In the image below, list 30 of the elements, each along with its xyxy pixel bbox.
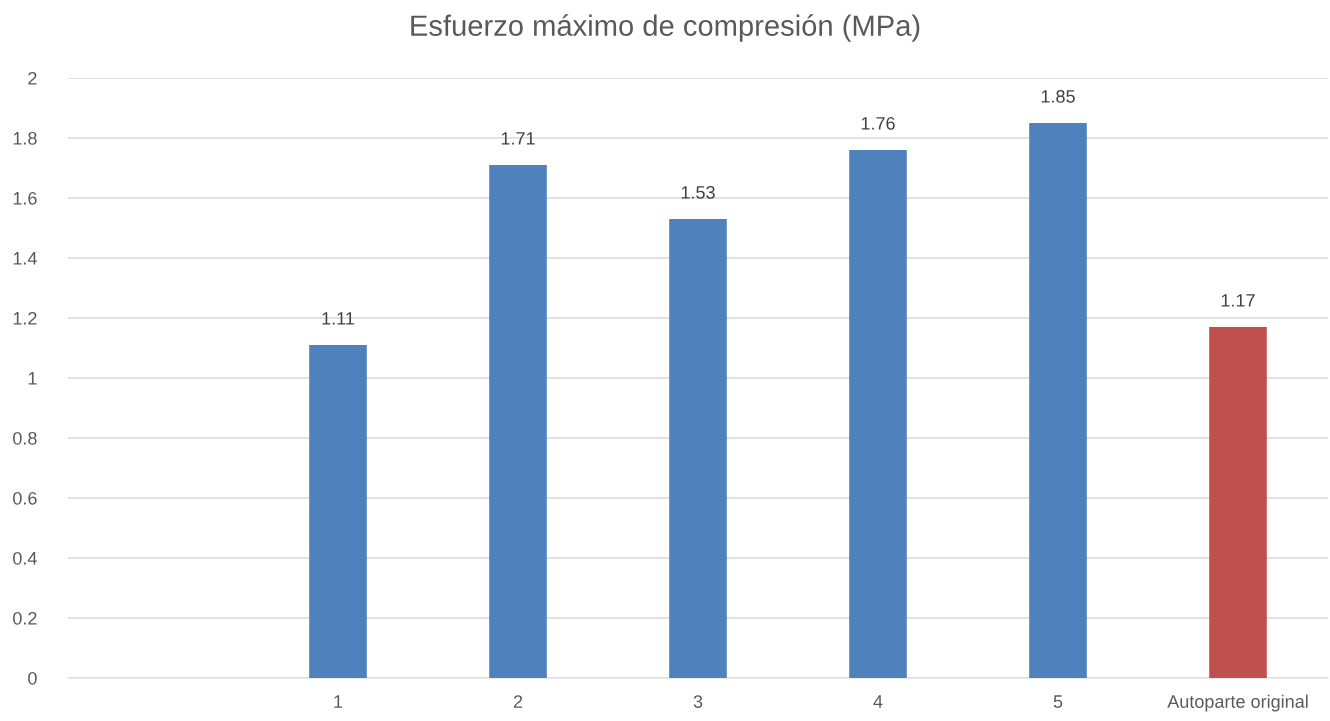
- bar: [1029, 123, 1087, 678]
- bar: [489, 165, 547, 678]
- x-tick-label: 4: [873, 695, 883, 708]
- x-tick-label: 5: [1053, 695, 1063, 708]
- y-tick-label: 1.8: [13, 131, 37, 145]
- x-tick-label: Autoparte original: [1167, 694, 1308, 712]
- bar: [1209, 327, 1267, 678]
- bar: [849, 150, 907, 678]
- chart-title: Esfuerzo máximo de compresión (MPa): [411, 14, 920, 42]
- y-tick-label: 1: [28, 372, 37, 385]
- data-label: 1.76: [861, 116, 895, 130]
- data-label: 1.71: [501, 132, 535, 145]
- y-tick-label: 0.8: [13, 431, 37, 445]
- y-tick-label: 0: [28, 671, 37, 685]
- y-tick-label: 1.4: [13, 252, 37, 265]
- bar: [669, 219, 727, 678]
- y-tick-label: 1.2: [13, 311, 37, 325]
- x-tick-label: 2: [513, 695, 523, 708]
- y-tick-label: 0.4: [13, 551, 37, 565]
- x-tick-label: 3: [693, 695, 703, 708]
- y-tick-label: 1.6: [13, 191, 37, 205]
- y-tick-label: 2: [28, 71, 37, 85]
- x-tick-label: 1: [334, 695, 343, 708]
- data-label: 1.17: [1221, 294, 1255, 307]
- bar: [309, 345, 367, 678]
- y-tick-label: 0.2: [13, 611, 37, 625]
- y-tick-label: 0.6: [13, 491, 37, 505]
- data-label: 1.53: [681, 185, 715, 199]
- data-label: 1.85: [1041, 89, 1075, 103]
- data-label: 1.11: [322, 312, 355, 325]
